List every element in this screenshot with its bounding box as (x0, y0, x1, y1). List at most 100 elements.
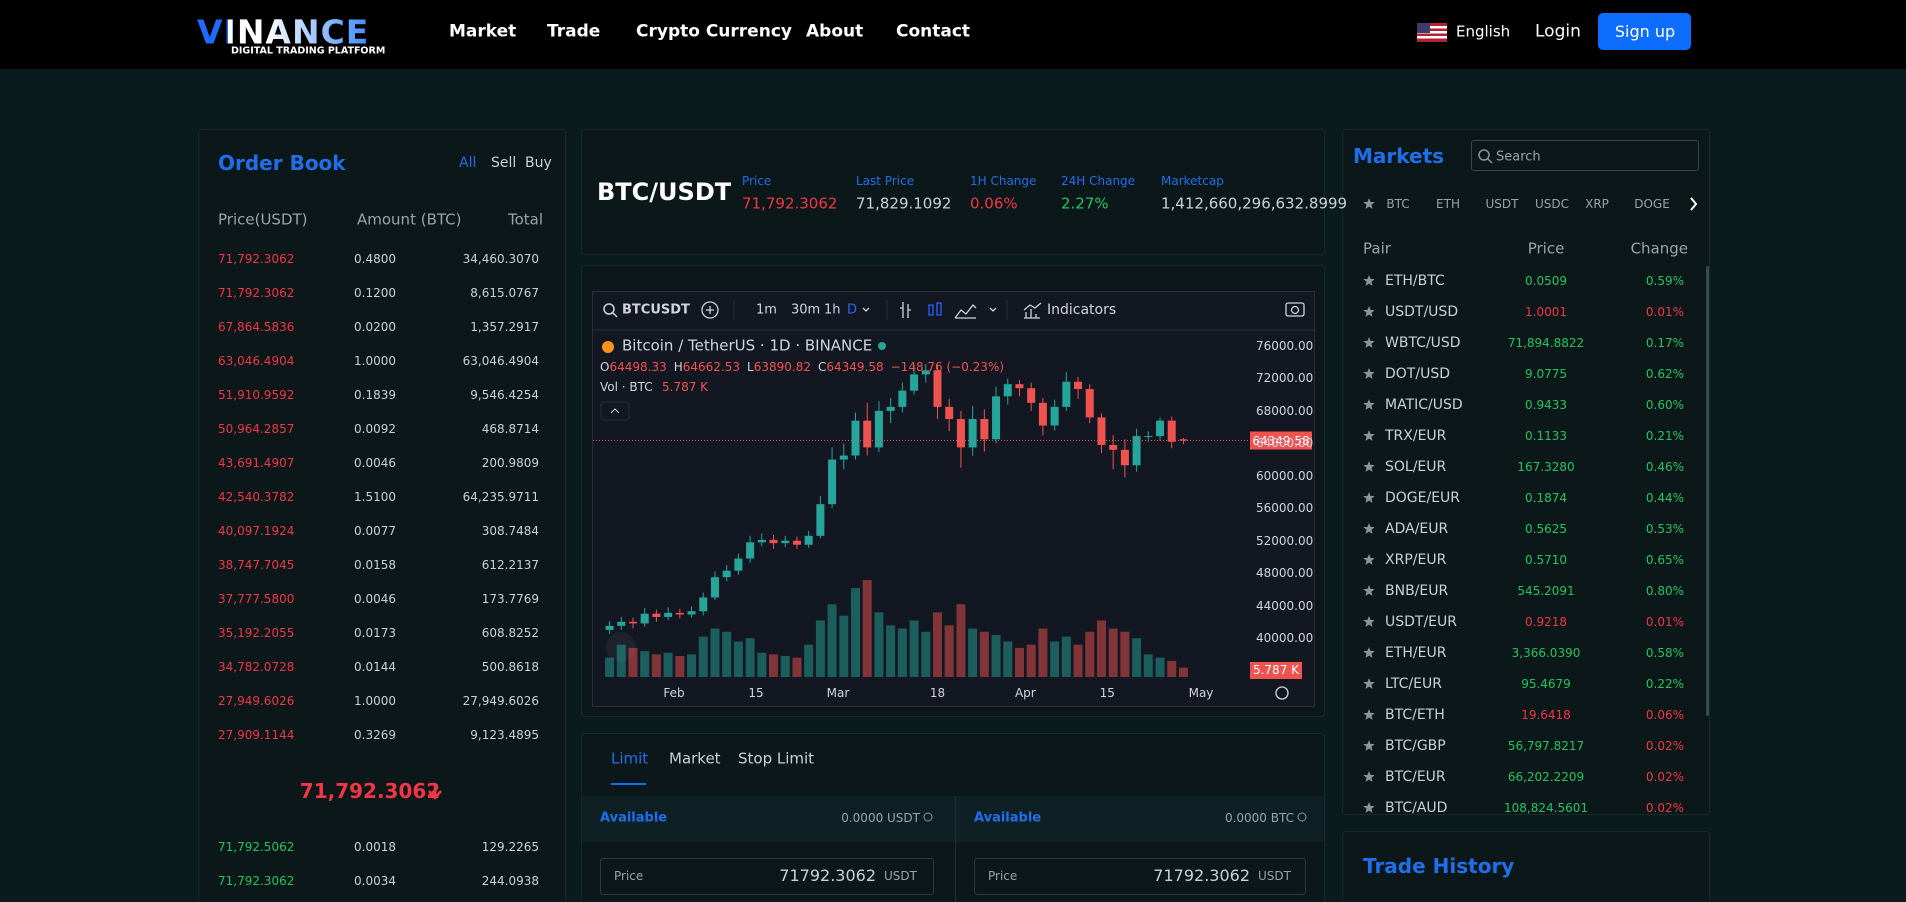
market-pair[interactable]: USDT/EUR (1385, 614, 1458, 630)
star-icon[interactable] (1363, 616, 1375, 627)
market-pair[interactable]: SOL/EUR (1385, 459, 1447, 475)
camera-icon[interactable] (1285, 302, 1305, 317)
input-label: Price (988, 869, 1018, 883)
volume-bar (979, 631, 989, 677)
interval[interactable]: D (847, 302, 858, 318)
volume-bar (874, 612, 884, 677)
chart-type-icons[interactable] (862, 302, 997, 319)
nav-link[interactable]: Contact (896, 21, 971, 42)
star-icon[interactable] (1363, 647, 1375, 658)
collapse-button[interactable] (600, 401, 630, 421)
star-icon[interactable] (1363, 771, 1375, 782)
market-pair[interactable]: LTC/EUR (1385, 676, 1442, 692)
ob-amount: 1.0000 (354, 694, 396, 708)
scrollbar[interactable] (1706, 266, 1709, 716)
market-tab[interactable]: XRP (1585, 197, 1609, 211)
market-tab[interactable]: DOGE (1634, 197, 1670, 211)
price-input[interactable] (974, 858, 1306, 895)
star-icon[interactable] (1363, 740, 1375, 751)
filter-tab[interactable]: Buy (525, 155, 552, 171)
nav-link[interactable]: Market (449, 21, 517, 42)
indicators-button[interactable]: Indicators (1047, 302, 1117, 318)
market-pair[interactable]: BTC/GBP (1385, 738, 1446, 754)
symbol-logo (602, 341, 614, 353)
stat-value: 71,792.3062 (742, 194, 838, 213)
star-icon[interactable] (1363, 523, 1375, 534)
y-tick-label: 60000.00 (1256, 468, 1314, 483)
market-pair[interactable]: ETH/BTC (1385, 273, 1445, 289)
search-placeholder[interactable]: Search (1496, 149, 1541, 165)
star-icon[interactable] (1363, 678, 1375, 689)
market-pair[interactable]: XRP/EUR (1385, 552, 1447, 568)
market-pair[interactable]: BTC/EUR (1385, 769, 1446, 785)
market-pair[interactable]: BTC/AUD (1385, 800, 1448, 816)
star-icon[interactable] (1363, 802, 1375, 813)
signup-button[interactable] (1598, 13, 1691, 50)
star-icon[interactable] (1363, 585, 1375, 596)
market-pair[interactable]: MATIC/USD (1385, 397, 1463, 413)
market-pair[interactable]: WBTC/USD (1385, 335, 1461, 351)
volume-bar (745, 638, 755, 677)
order-tab[interactable]: Limit (611, 749, 649, 768)
add-symbol-icon[interactable] (701, 301, 719, 319)
market-pair[interactable]: DOT/USD (1385, 366, 1450, 382)
market-pair[interactable]: USDT/USD (1385, 304, 1459, 320)
interval[interactable]: 30m (791, 302, 821, 318)
market-status-dot (878, 342, 886, 350)
market-pair[interactable]: DOGE/EUR (1385, 490, 1461, 506)
star-icon[interactable] (1363, 198, 1375, 209)
interval[interactable]: 1h (824, 302, 841, 318)
price-input[interactable] (600, 858, 934, 895)
market-pair[interactable]: BTC/ETH (1385, 707, 1445, 723)
order-tab[interactable]: Stop Limit (738, 749, 815, 768)
star-icon[interactable] (1363, 306, 1375, 317)
signup-label[interactable]: Sign up (1614, 22, 1676, 41)
candle-body (898, 390, 907, 407)
change-label: −148.76 (−0.23%) (890, 360, 1005, 374)
market-change: 0.59% (1645, 274, 1684, 288)
star-icon[interactable] (1363, 461, 1375, 472)
star-icon[interactable] (1363, 709, 1375, 720)
candle-body (699, 597, 708, 612)
nav-link[interactable]: Crypto Currency (636, 21, 792, 42)
ob-amount: 0.0034 (354, 874, 396, 888)
star-icon[interactable] (1363, 430, 1375, 441)
star-icon[interactable] (1363, 399, 1375, 410)
volume-bar (687, 654, 697, 677)
search-box[interactable] (1471, 140, 1699, 171)
market-pair[interactable]: ADA/EUR (1385, 521, 1449, 537)
candle-body (1097, 417, 1106, 445)
candle-body (980, 419, 989, 440)
volume-bar (862, 580, 872, 677)
market-pair[interactable]: TRX/EUR (1385, 428, 1447, 444)
nav-link[interactable]: Trade (547, 21, 601, 42)
settings-icon[interactable] (1275, 686, 1289, 700)
market-pair[interactable]: ETH/EUR (1385, 645, 1447, 661)
market-tab[interactable]: USDT (1485, 197, 1519, 211)
star-icon[interactable] (1363, 275, 1375, 286)
star-icon[interactable] (1363, 492, 1375, 503)
volume-tag-label: 5.787 K (1252, 663, 1300, 677)
star-icon[interactable] (1363, 368, 1375, 379)
language[interactable]: English (1456, 22, 1511, 41)
nav-link[interactable]: About (806, 21, 864, 42)
market-tab[interactable]: USDC (1534, 197, 1570, 211)
market-pair[interactable]: BNB/EUR (1385, 583, 1449, 599)
star-icon[interactable] (1363, 554, 1375, 565)
next-arrow[interactable] (1690, 197, 1698, 211)
star-icon[interactable] (1363, 337, 1375, 348)
login-link[interactable]: Login (1535, 21, 1581, 42)
filter-tab[interactable]: All (459, 155, 477, 171)
volume-bar (1050, 641, 1060, 677)
order-tab[interactable]: Market (669, 749, 721, 768)
volume-bar (921, 631, 931, 677)
interval[interactable]: 1m (756, 302, 777, 318)
toolbar-search-icon (603, 303, 618, 318)
market-change: 0.01% (1645, 305, 1684, 319)
indicators-icon[interactable] (1023, 302, 1042, 319)
filter-tab[interactable]: Sell (491, 155, 517, 171)
market-tab[interactable]: ETH (1436, 197, 1460, 211)
symbol[interactable]: BTCUSDT (622, 302, 690, 318)
volume-bar (1167, 660, 1177, 677)
market-tab[interactable]: BTC (1386, 197, 1410, 211)
